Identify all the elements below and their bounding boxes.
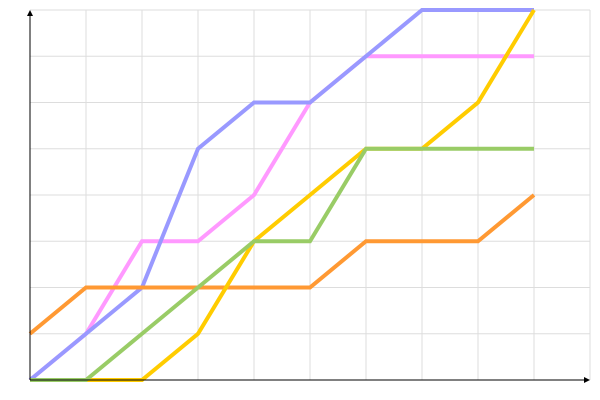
series-line-5 xyxy=(30,146,534,382)
series-line-2 xyxy=(28,8,534,382)
x-axis-arrow-icon xyxy=(584,377,590,383)
series-line-3 xyxy=(28,193,536,336)
y-axis-arrow-icon xyxy=(27,10,33,16)
axes xyxy=(27,10,590,383)
